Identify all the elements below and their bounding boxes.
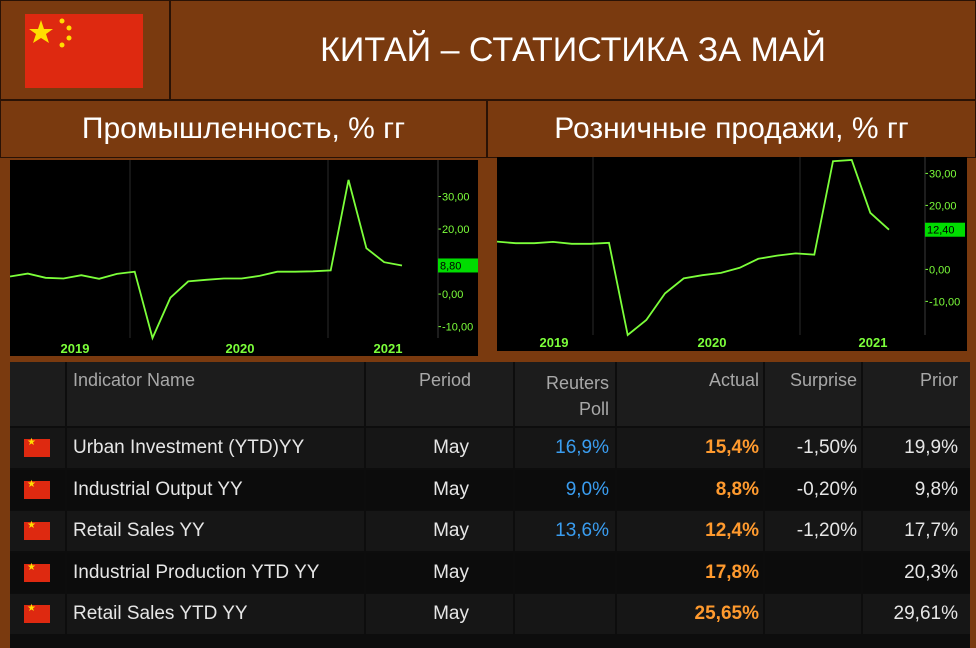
table-row[interactable]: Industrial Output YYMay9,0%8,8%-0,20%9,8… bbox=[10, 470, 970, 510]
cell-surprise bbox=[765, 553, 861, 593]
cell-poll bbox=[515, 594, 615, 634]
cell-poll: 16,9% bbox=[515, 428, 615, 468]
cell-surprise bbox=[765, 594, 861, 634]
y-tick-label: 30,00 bbox=[929, 168, 957, 180]
x-tick-label: 2019 bbox=[61, 341, 90, 356]
cell-period: May bbox=[366, 470, 513, 510]
cell-period: May bbox=[366, 428, 513, 468]
cell-name: Retail Sales YTD YY bbox=[67, 594, 364, 634]
flag-cell bbox=[0, 0, 170, 100]
header-actual[interactable]: Actual bbox=[617, 362, 763, 426]
cell-actual: 12,4% bbox=[617, 511, 763, 551]
y-tick-label: 20,00 bbox=[442, 224, 470, 236]
chart-title-industry: Промышленность, % гг bbox=[0, 100, 487, 158]
cell-poll: 13,6% bbox=[515, 511, 615, 551]
x-tick-label: 2021 bbox=[859, 335, 888, 350]
industry-chart: 30,00 20,00 0,00 -10,00 8,80 2019 2020 2021 bbox=[9, 160, 478, 356]
header-indicator[interactable]: Indicator Name bbox=[67, 362, 364, 426]
china-flag-icon bbox=[24, 562, 50, 582]
y-tick-label: 30,00 bbox=[442, 192, 470, 204]
series-line bbox=[496, 159, 890, 337]
cell-name: Urban Investment (YTD)YY bbox=[67, 428, 364, 468]
x-tick-label: 2020 bbox=[226, 341, 255, 356]
cell-actual: 8,8% bbox=[617, 470, 763, 510]
cell-period: May bbox=[366, 594, 513, 634]
header-period[interactable]: Period bbox=[366, 362, 513, 426]
cell-poll bbox=[515, 553, 615, 593]
header-flag-cell bbox=[10, 362, 65, 426]
x-tick-label: 2021 bbox=[374, 341, 403, 356]
y-tick-label: 0,00 bbox=[442, 289, 463, 301]
china-flag-icon bbox=[24, 479, 50, 499]
row-flag-cell bbox=[10, 594, 65, 634]
y-tick-label: 0,00 bbox=[929, 264, 950, 276]
y-tick-label: -10,00 bbox=[929, 296, 960, 308]
last-value-label: 8,80 bbox=[440, 260, 461, 272]
flag-stars-icon bbox=[29, 18, 72, 48]
x-tick-label: 2020 bbox=[698, 335, 727, 350]
cell-name: Retail Sales YY bbox=[67, 511, 364, 551]
retail-chart: 30,00 20,00 0,00 -10,00 12,40 2019 2020 2021 bbox=[496, 157, 967, 351]
series-line bbox=[9, 179, 403, 341]
header-prior[interactable]: Prior bbox=[863, 362, 970, 426]
cell-prior: 20,3% bbox=[863, 553, 970, 593]
row-flag-cell bbox=[10, 553, 65, 593]
row-flag-cell bbox=[10, 470, 65, 510]
china-flag-icon bbox=[24, 520, 50, 540]
header-surprise[interactable]: Surprise bbox=[765, 362, 861, 426]
cell-actual: 15,4% bbox=[617, 428, 763, 468]
cell-prior: 17,7% bbox=[863, 511, 970, 551]
header-reuters-poll[interactable]: Reuters Poll bbox=[515, 362, 615, 426]
table-row[interactable]: Urban Investment (YTD)YYMay16,9%15,4%-1,… bbox=[10, 428, 970, 468]
cell-period: May bbox=[366, 511, 513, 551]
indicator-table: Indicator Name Period Reuters Poll Actua… bbox=[10, 362, 970, 648]
cell-poll: 9,0% bbox=[515, 470, 615, 510]
page-title: КИТАЙ – СТАТИСТИКА ЗА МАЙ bbox=[170, 0, 976, 100]
cell-actual: 17,8% bbox=[617, 553, 763, 593]
y-tick-label: -10,00 bbox=[442, 322, 473, 334]
x-tick-label: 2019 bbox=[540, 335, 569, 350]
retail-chart-svg: 30,00 20,00 0,00 -10,00 12,40 2019 2020 2021 bbox=[496, 157, 965, 350]
row-flag-cell bbox=[10, 428, 65, 468]
last-value-marker bbox=[925, 222, 965, 237]
last-value-marker bbox=[438, 258, 478, 273]
cell-period: May bbox=[366, 553, 513, 593]
row-flag-cell bbox=[10, 511, 65, 551]
cell-prior: 29,61% bbox=[863, 594, 970, 634]
table-header-row: Indicator Name Period Reuters Poll Actua… bbox=[10, 362, 970, 426]
last-value-label: 12,40 bbox=[927, 225, 955, 237]
cell-prior: 9,8% bbox=[863, 470, 970, 510]
cell-name: Industrial Output YY bbox=[67, 470, 364, 510]
cell-name: Industrial Production YTD YY bbox=[67, 553, 364, 593]
cell-prior: 19,9% bbox=[863, 428, 970, 468]
china-flag bbox=[25, 14, 143, 88]
chart-title-retail: Розничные продажи, % гг bbox=[487, 100, 976, 158]
china-flag-icon bbox=[24, 603, 50, 623]
cell-surprise: -0,20% bbox=[765, 470, 861, 510]
cell-surprise: -1,50% bbox=[765, 428, 861, 468]
y-tick-label: 20,00 bbox=[929, 200, 957, 212]
cell-surprise: -1,20% bbox=[765, 511, 861, 551]
cell-actual: 25,65% bbox=[617, 594, 763, 634]
industry-chart-svg: 30,00 20,00 0,00 -10,00 8,80 2019 2020 2021 bbox=[9, 160, 478, 356]
china-flag-icon bbox=[24, 437, 50, 457]
